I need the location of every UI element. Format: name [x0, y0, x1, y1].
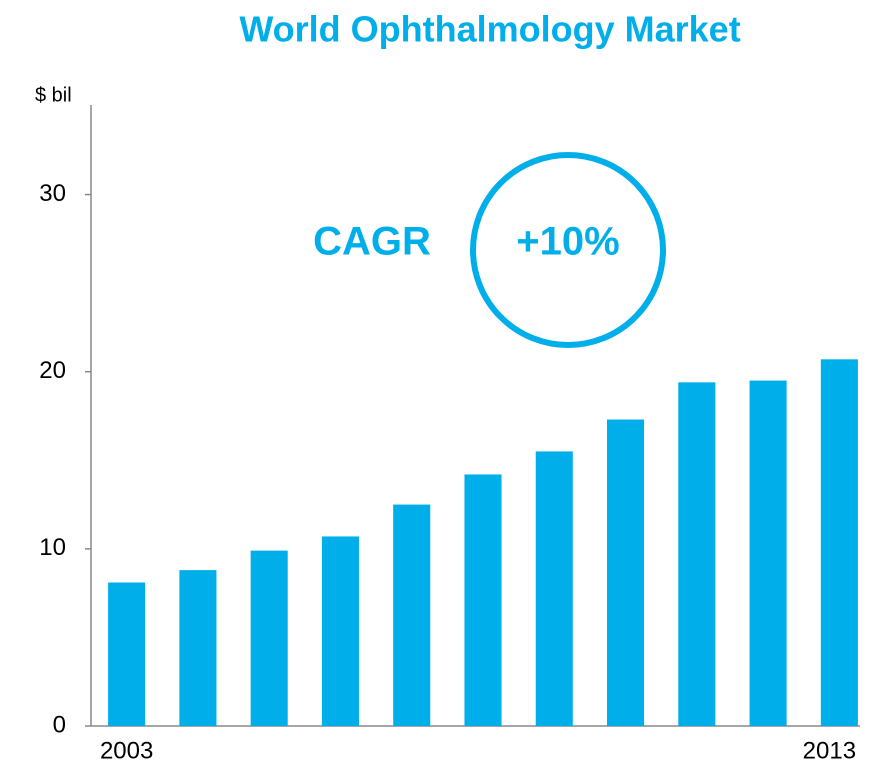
- bar: [108, 582, 146, 726]
- cagr-circle: [470, 152, 666, 348]
- bar: [607, 419, 645, 726]
- y-axis-label: $ bil: [35, 84, 72, 106]
- bar: [678, 382, 716, 726]
- bar: [321, 536, 359, 726]
- y-tick-label: 20: [39, 357, 66, 384]
- cagr-label: CAGR: [313, 220, 431, 264]
- bar: [250, 550, 288, 726]
- bar: [393, 504, 431, 726]
- x-tick-label: 2003: [100, 737, 153, 764]
- y-tick-label: 0: [53, 711, 66, 738]
- bar: [179, 570, 217, 726]
- y-tick-label: 30: [39, 180, 66, 207]
- x-tick-label: 2013: [803, 737, 856, 764]
- cagr-value: +10%: [516, 220, 619, 264]
- bar: [820, 359, 858, 726]
- bar: [535, 451, 573, 726]
- bar: [749, 380, 787, 726]
- bar: [464, 474, 502, 726]
- chart-title: World Ophthalmology Market: [239, 9, 740, 50]
- y-tick-label: 10: [39, 534, 66, 561]
